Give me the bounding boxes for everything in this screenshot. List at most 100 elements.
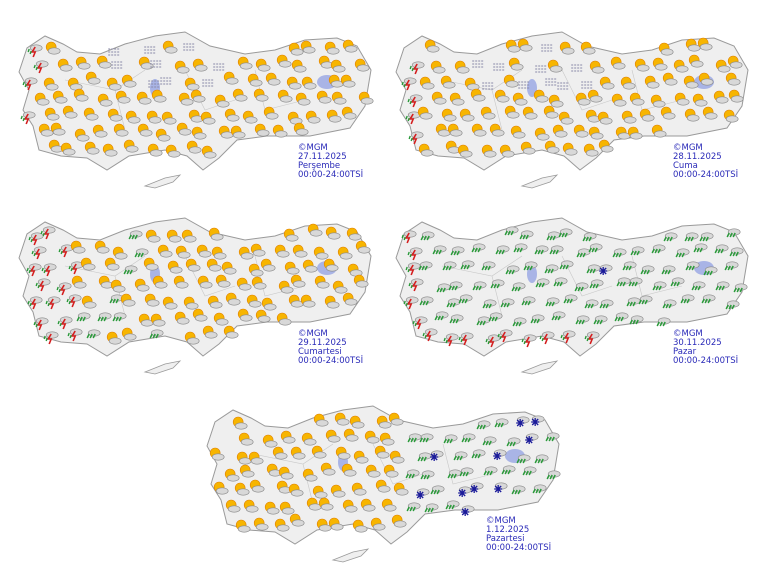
thunderstorm-icon [584,331,600,345]
rain-icon [504,226,519,236]
partly-cloudy-icon [499,144,515,158]
thunderstorm-icon [68,261,84,275]
partly-cloudy-icon [246,294,262,308]
partly-cloudy-icon [575,92,591,106]
partly-cloudy-icon [110,279,126,293]
partly-cloudy-icon [295,92,311,106]
partly-cloudy-icon [548,94,564,108]
partly-cloudy-icon [318,55,334,69]
rain-icon [551,311,566,321]
rain-icon [724,261,739,271]
partly-cloudy-icon [260,258,276,272]
partly-cloudy-icon [692,93,708,107]
partly-cloudy-icon [673,59,689,73]
partly-cloudy-icon [107,108,123,122]
rain-icon [544,264,559,274]
time-range: 00:00-24:00TSİ [298,170,364,180]
partly-cloudy-icon [684,108,700,122]
forecast-map-3 [5,196,380,378]
thunderstorm-icon [407,247,423,261]
partly-cloudy-icon [311,445,327,459]
partly-cloudy-icon [381,498,397,512]
rain-icon [134,248,149,258]
partly-cloudy-icon [261,297,277,311]
partly-cloudy-icon [522,106,538,120]
partly-cloudy-icon [225,292,241,306]
partly-cloudy-icon [67,77,83,91]
rain-icon [434,311,449,321]
copyright: ©MGM [298,143,328,153]
rain-icon [612,248,627,258]
partly-cloudy-icon [248,263,264,277]
rain-icon [701,294,716,304]
partly-cloudy-icon [214,94,230,108]
partly-cloudy-icon [136,91,152,105]
partly-cloudy-icon [580,41,596,55]
partly-cloudy-icon [552,124,568,138]
partly-cloudy-icon [301,76,317,90]
partly-cloudy-icon [558,111,574,125]
rain-icon [459,467,474,477]
fog-icon [111,61,124,69]
rain-icon [513,243,528,253]
partly-cloudy-icon [96,55,112,69]
fog-icon [472,60,485,68]
thunderstorm-icon [26,263,42,277]
partly-cloudy-icon [223,71,239,85]
partly-cloudy-icon [337,246,353,260]
partly-cloudy-icon [324,41,340,55]
partly-cloudy-icon [276,480,292,494]
rain-icon [599,299,614,309]
thunderstorm-icon [408,278,424,292]
rain-icon [546,231,561,241]
partly-cloudy-icon [346,227,362,241]
rain-icon [482,299,497,309]
partly-cloudy-icon [165,144,181,158]
partly-cloudy-icon [152,275,168,289]
partly-cloudy-icon [328,74,344,88]
partly-cloudy-icon [232,88,248,102]
rain-icon [471,449,486,459]
partly-cloudy-icon [313,246,329,260]
partly-cloudy-icon [207,295,223,309]
rain-icon [476,420,491,430]
partly-cloudy-icon [102,143,118,157]
thunderstorm-icon [401,77,417,91]
thunderstorm-icon [43,331,59,345]
rain-icon [593,315,608,325]
partly-cloudy-icon [290,446,306,460]
partly-cloudy-icon [85,71,101,85]
rain-icon [680,294,695,304]
partly-cloudy-icon [178,92,194,106]
day: Perşembe [298,161,341,171]
partly-cloudy-icon [279,501,295,515]
rain-icon [622,261,637,271]
partly-cloudy-icon [292,244,308,258]
partly-cloudy-icon [307,223,323,237]
rain-icon [506,437,521,447]
partly-cloudy-icon [424,39,440,53]
thunderstorm-icon [539,331,555,345]
rain-icon [417,452,432,462]
lake-tuz [527,79,537,97]
partly-cloudy-icon [104,257,120,271]
partly-cloudy-icon [325,226,341,240]
thunderstorm-icon [497,329,513,343]
partly-cloudy-icon [251,276,267,290]
rain-icon [588,243,603,253]
partly-cloudy-icon [44,107,60,121]
partly-cloudy-icon [92,124,108,138]
partly-cloudy-icon [585,109,601,123]
partly-cloudy-icon [375,479,391,493]
date: 30.11.2025 [673,338,722,348]
rain-icon [472,281,487,291]
rain-icon [535,278,550,288]
snow-icon [494,482,508,493]
partly-cloudy-icon [341,106,357,120]
partly-cloudy-icon [651,124,667,138]
partly-cloudy-icon [237,56,253,70]
partly-cloudy-icon [173,275,189,289]
forecast-map-1 [5,10,380,192]
thunderstorm-icon [403,296,419,310]
partly-cloudy-icon [183,296,199,310]
